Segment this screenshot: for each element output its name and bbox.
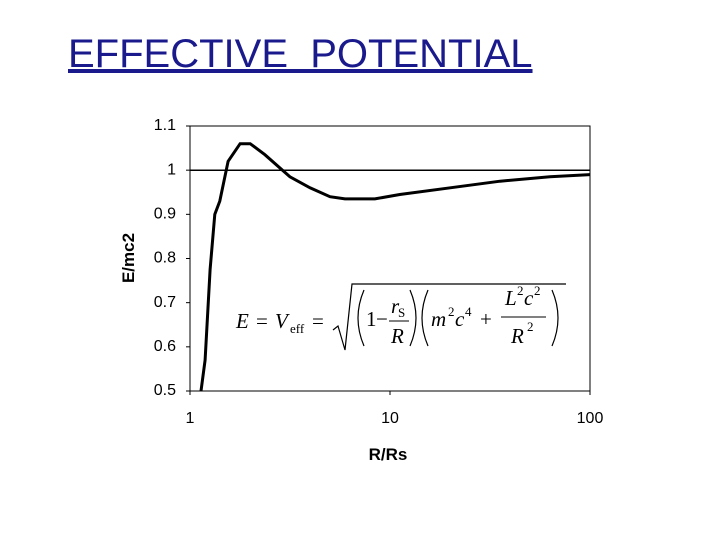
formula-symbol: V xyxy=(275,309,290,333)
formula-symbol: r xyxy=(391,294,400,318)
y-tick-label: 0.7 xyxy=(154,294,176,311)
formula-symbol: 2 xyxy=(534,283,541,298)
formula-symbol: m xyxy=(431,307,446,331)
y-axis-label: E/mc2 xyxy=(119,233,138,283)
paren xyxy=(409,289,417,347)
formula-symbol: − xyxy=(376,307,388,331)
formula-symbol: c xyxy=(455,307,465,331)
paren xyxy=(357,289,365,347)
formula-symbol: E xyxy=(235,309,249,333)
formula-symbol: c xyxy=(524,286,534,310)
y-tick-label: 0.9 xyxy=(154,206,176,223)
formula-symbol: 2 xyxy=(448,304,455,319)
x-tick-label: 1 xyxy=(186,410,195,427)
formula-symbol: L xyxy=(504,286,517,310)
formula-symbol: eff xyxy=(290,321,305,336)
formula-symbol: 4 xyxy=(465,304,472,319)
formula-symbol: R xyxy=(510,324,524,348)
y-tick-label: 0.8 xyxy=(154,250,176,267)
y-tick-label: 0.6 xyxy=(154,338,176,355)
x-tick-label: 10 xyxy=(381,410,399,427)
formula: E = V eff = 1 − r S R m 2 c 4 + L 2 c 2 … xyxy=(228,278,570,356)
formula-symbol: 2 xyxy=(517,283,524,298)
formula-symbol: 2 xyxy=(527,319,534,334)
paren xyxy=(421,289,429,347)
x-axis-label: R/Rs xyxy=(369,445,408,464)
slide-title: EFFECTIVE POTENTIAL xyxy=(68,32,533,76)
y-tick-label: 0.5 xyxy=(154,382,176,399)
y-tick-label: 1 xyxy=(167,161,176,178)
formula-symbol: = xyxy=(256,309,268,333)
x-tick-label: 100 xyxy=(577,410,604,427)
formula-symbol: = xyxy=(312,309,324,333)
line-series xyxy=(199,142,591,392)
radical xyxy=(332,283,566,351)
formula-symbol: S xyxy=(398,305,405,320)
formula-symbol: + xyxy=(480,307,492,331)
y-tick-label: 1.1 xyxy=(154,117,176,134)
formula-symbol: R xyxy=(390,324,404,348)
formula-symbol: 1 xyxy=(366,307,377,331)
paren xyxy=(551,289,559,347)
